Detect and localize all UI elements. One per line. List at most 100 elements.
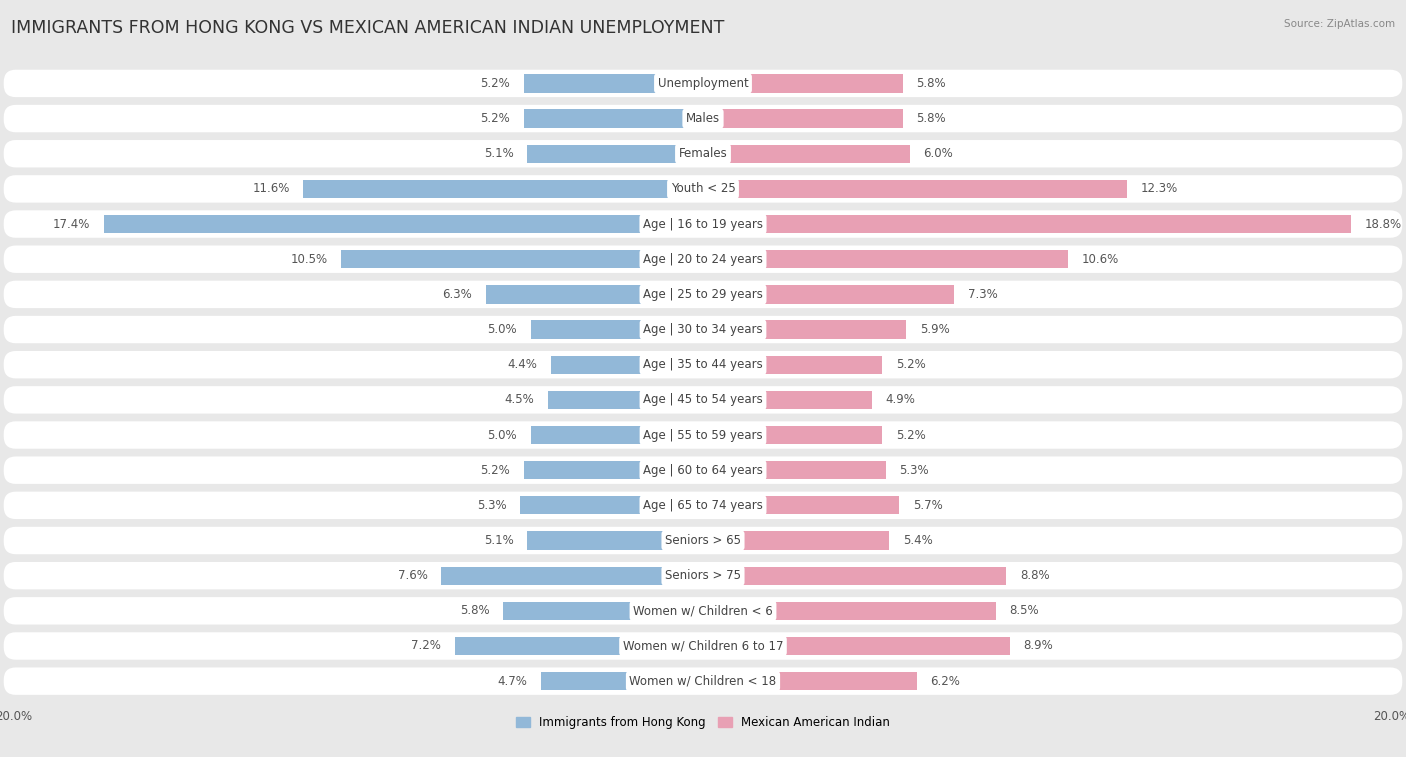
Text: Women w/ Children 6 to 17: Women w/ Children 6 to 17 (623, 640, 783, 653)
Bar (703, 179, 1126, 198)
FancyBboxPatch shape (4, 175, 1402, 203)
Text: 5.4%: 5.4% (903, 534, 932, 547)
Text: 7.3%: 7.3% (969, 288, 998, 301)
Bar (548, 391, 703, 409)
Text: 5.2%: 5.2% (896, 358, 925, 371)
Text: Youth < 25: Youth < 25 (671, 182, 735, 195)
Text: 11.6%: 11.6% (252, 182, 290, 195)
Bar (551, 356, 703, 374)
Bar (703, 602, 995, 620)
FancyBboxPatch shape (4, 386, 1402, 413)
Bar (703, 391, 872, 409)
Text: 5.8%: 5.8% (917, 112, 946, 125)
Text: 12.3%: 12.3% (1140, 182, 1178, 195)
Bar (541, 672, 703, 690)
Bar (520, 496, 703, 515)
Text: Women w/ Children < 6: Women w/ Children < 6 (633, 604, 773, 617)
FancyBboxPatch shape (4, 210, 1402, 238)
FancyBboxPatch shape (4, 632, 1402, 659)
Text: 18.8%: 18.8% (1364, 217, 1402, 231)
Bar (527, 531, 703, 550)
FancyBboxPatch shape (4, 422, 1402, 449)
Text: Age | 30 to 34 years: Age | 30 to 34 years (643, 323, 763, 336)
Bar (703, 531, 889, 550)
Text: 5.8%: 5.8% (460, 604, 489, 617)
Bar (703, 110, 903, 128)
Bar (524, 74, 703, 92)
Text: Age | 45 to 54 years: Age | 45 to 54 years (643, 394, 763, 407)
Text: 10.5%: 10.5% (291, 253, 328, 266)
Text: 6.3%: 6.3% (443, 288, 472, 301)
Bar (703, 566, 1007, 585)
Bar (531, 426, 703, 444)
Text: 5.1%: 5.1% (484, 534, 513, 547)
Bar (703, 215, 1351, 233)
FancyBboxPatch shape (4, 70, 1402, 97)
Bar (456, 637, 703, 655)
Text: Age | 65 to 74 years: Age | 65 to 74 years (643, 499, 763, 512)
Bar (524, 110, 703, 128)
Bar (703, 320, 907, 338)
Text: 5.8%: 5.8% (917, 77, 946, 90)
FancyBboxPatch shape (4, 491, 1402, 519)
Text: 5.0%: 5.0% (488, 323, 517, 336)
Text: 4.5%: 4.5% (505, 394, 534, 407)
FancyBboxPatch shape (4, 281, 1402, 308)
Bar (524, 461, 703, 479)
Text: Females: Females (679, 148, 727, 160)
Text: Age | 16 to 19 years: Age | 16 to 19 years (643, 217, 763, 231)
Bar (703, 461, 886, 479)
FancyBboxPatch shape (4, 562, 1402, 590)
Bar (531, 320, 703, 338)
FancyBboxPatch shape (4, 351, 1402, 378)
Text: Seniors > 75: Seniors > 75 (665, 569, 741, 582)
FancyBboxPatch shape (4, 105, 1402, 132)
Legend: Immigrants from Hong Kong, Mexican American Indian: Immigrants from Hong Kong, Mexican Ameri… (510, 711, 896, 734)
Text: 10.6%: 10.6% (1083, 253, 1119, 266)
Bar (703, 356, 882, 374)
Text: Age | 20 to 24 years: Age | 20 to 24 years (643, 253, 763, 266)
Bar (104, 215, 703, 233)
Bar (342, 250, 703, 269)
Text: 8.8%: 8.8% (1019, 569, 1049, 582)
Bar (503, 602, 703, 620)
Text: 17.4%: 17.4% (52, 217, 90, 231)
Text: 5.3%: 5.3% (477, 499, 506, 512)
Text: Males: Males (686, 112, 720, 125)
Text: 4.4%: 4.4% (508, 358, 537, 371)
Text: 5.2%: 5.2% (481, 77, 510, 90)
Text: 6.2%: 6.2% (931, 674, 960, 687)
Text: Unemployment: Unemployment (658, 77, 748, 90)
Text: 8.5%: 8.5% (1010, 604, 1039, 617)
Text: Women w/ Children < 18: Women w/ Children < 18 (630, 674, 776, 687)
Bar (703, 637, 1010, 655)
Text: Age | 60 to 64 years: Age | 60 to 64 years (643, 464, 763, 477)
Bar (486, 285, 703, 304)
Text: Age | 55 to 59 years: Age | 55 to 59 years (643, 428, 763, 441)
Text: 4.9%: 4.9% (886, 394, 915, 407)
Text: 5.9%: 5.9% (920, 323, 950, 336)
Bar (703, 145, 910, 163)
Text: 5.2%: 5.2% (481, 112, 510, 125)
Text: 6.0%: 6.0% (924, 148, 953, 160)
Text: 7.6%: 7.6% (398, 569, 427, 582)
FancyBboxPatch shape (4, 597, 1402, 625)
Bar (703, 496, 900, 515)
Text: 4.7%: 4.7% (498, 674, 527, 687)
FancyBboxPatch shape (4, 527, 1402, 554)
Text: Seniors > 65: Seniors > 65 (665, 534, 741, 547)
Bar (703, 285, 955, 304)
FancyBboxPatch shape (4, 456, 1402, 484)
Text: 7.2%: 7.2% (412, 640, 441, 653)
Text: 5.7%: 5.7% (912, 499, 943, 512)
Bar (304, 179, 703, 198)
Text: Age | 25 to 29 years: Age | 25 to 29 years (643, 288, 763, 301)
Bar (703, 426, 882, 444)
Text: 5.2%: 5.2% (481, 464, 510, 477)
Text: Age | 35 to 44 years: Age | 35 to 44 years (643, 358, 763, 371)
Bar (527, 145, 703, 163)
FancyBboxPatch shape (4, 140, 1402, 167)
Text: Source: ZipAtlas.com: Source: ZipAtlas.com (1284, 19, 1395, 29)
Text: 5.1%: 5.1% (484, 148, 513, 160)
FancyBboxPatch shape (4, 245, 1402, 273)
